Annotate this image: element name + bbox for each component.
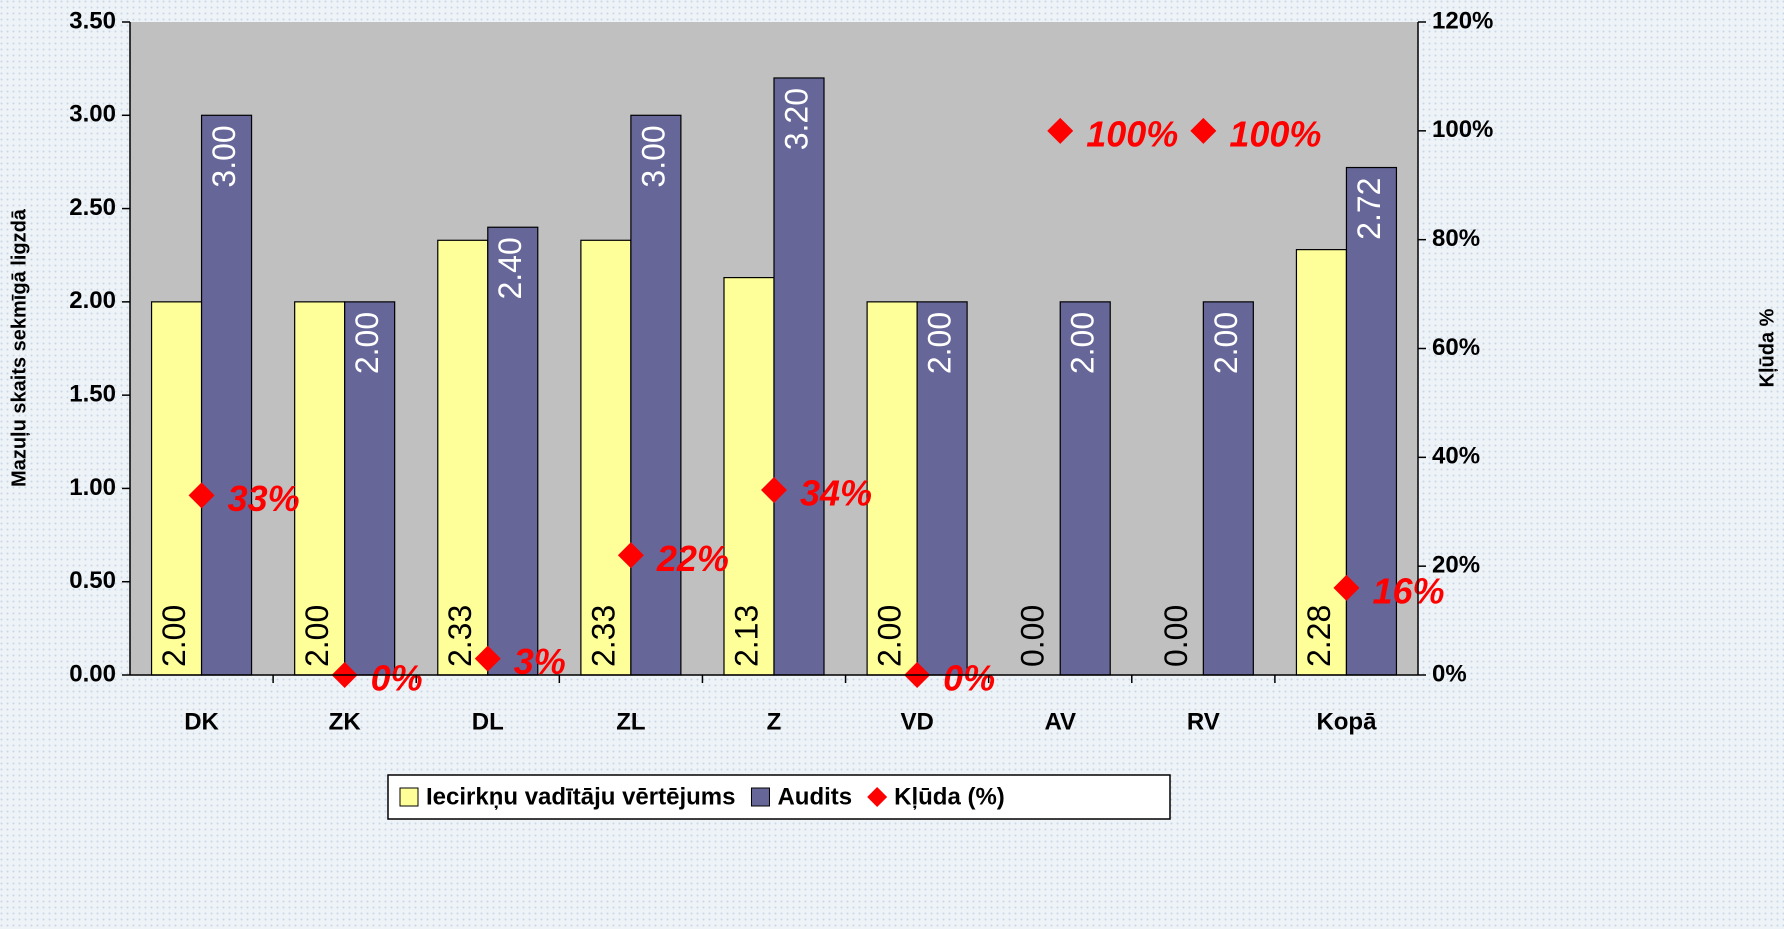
legend-label: Iecirkņu vadītāju vērtējums	[426, 783, 735, 810]
data-label: 2.00	[922, 312, 958, 374]
marker	[1190, 117, 1217, 144]
y-tick-label: 3.00	[69, 101, 116, 128]
data-label: 0.00	[1015, 605, 1051, 667]
legend-swatch	[867, 787, 888, 807]
bar	[630, 114, 682, 676]
bar	[1059, 301, 1111, 676]
data-label: 16%	[1372, 570, 1444, 611]
data-label: 33%	[228, 478, 300, 519]
marker	[1333, 574, 1360, 601]
y2-tick-label: 80%	[1432, 225, 1480, 252]
data-label: 22%	[656, 538, 729, 579]
marker	[761, 476, 787, 503]
y2-tick-label: 0%	[1432, 660, 1467, 687]
y-axis-label: Mazuļu skaits sekmīgā ligzdā	[8, 208, 30, 487]
data-label: 2.33	[585, 605, 621, 667]
data-label: 100%	[1229, 113, 1321, 154]
y-tick-label: 2.50	[69, 194, 116, 221]
legend-label: Kļūda (%)	[894, 783, 1005, 810]
bar	[773, 77, 825, 676]
data-label: 3%	[514, 641, 566, 682]
marker	[617, 542, 644, 569]
data-label: 2.40	[492, 237, 528, 299]
y2-tick-label: 120%	[1432, 7, 1493, 34]
marker	[474, 645, 501, 672]
data-label: 2.00	[1065, 312, 1101, 374]
data-label: 0%	[371, 658, 423, 699]
y2-tick-label: 60%	[1432, 334, 1480, 361]
y-tick-label: 1.50	[69, 380, 116, 407]
y-tick-label: 2.00	[69, 287, 116, 314]
y-tick-label: 0.00	[69, 660, 116, 687]
data-label: 100%	[1086, 113, 1178, 154]
marker	[188, 482, 215, 509]
bar	[200, 114, 253, 676]
y2-tick-label: 40%	[1432, 443, 1480, 470]
marker	[1047, 117, 1074, 144]
x-tick-label: VD	[900, 708, 933, 735]
x-tick-label: Kopā	[1316, 708, 1377, 735]
legend-label: Audits	[777, 783, 852, 810]
x-tick-label: RV	[1187, 708, 1220, 735]
y2-tick-label: 100%	[1432, 116, 1493, 143]
bar	[866, 301, 918, 676]
data-label: 2.00	[872, 605, 908, 667]
y-tick-label: 3.50	[69, 7, 116, 34]
bar	[344, 301, 396, 676]
data-label: 34%	[800, 472, 872, 513]
data-label: 2.00	[156, 605, 192, 667]
data-label: 2.28	[1301, 605, 1337, 667]
x-tick-label: DK	[184, 708, 219, 735]
x-tick-label: ZK	[329, 708, 362, 735]
data-label: 2.33	[442, 605, 478, 667]
legend-swatch	[399, 787, 419, 807]
data-label: 0.00	[1158, 605, 1194, 667]
data-label: 2.72	[1351, 178, 1387, 240]
x-tick-label: DL	[472, 708, 504, 735]
data-label: 0%	[943, 658, 995, 699]
x-tick-label: AV	[1044, 708, 1076, 735]
y2-tick-label: 20%	[1432, 552, 1480, 579]
data-label: 2.00	[1208, 312, 1244, 374]
bar	[916, 301, 968, 676]
data-label: 3.20	[778, 88, 814, 150]
bar	[1295, 249, 1348, 676]
data-label: 3.00	[206, 125, 242, 187]
legend	[387, 774, 1171, 820]
y2-axis-label: Kļūda %	[1756, 308, 1778, 387]
y-tick-label: 0.50	[69, 567, 116, 594]
data-label: 2.00	[349, 312, 385, 374]
legend-swatch	[750, 787, 770, 807]
bar	[723, 277, 775, 676]
y-tick-label: 1.00	[69, 474, 116, 501]
bar	[580, 239, 632, 676]
data-label: 3.00	[635, 125, 671, 187]
x-tick-label: Z	[767, 708, 782, 735]
x-tick-label: ZL	[616, 708, 645, 735]
data-label: 2.00	[299, 605, 335, 667]
bar	[1202, 301, 1254, 676]
data-label: 2.13	[728, 605, 764, 667]
